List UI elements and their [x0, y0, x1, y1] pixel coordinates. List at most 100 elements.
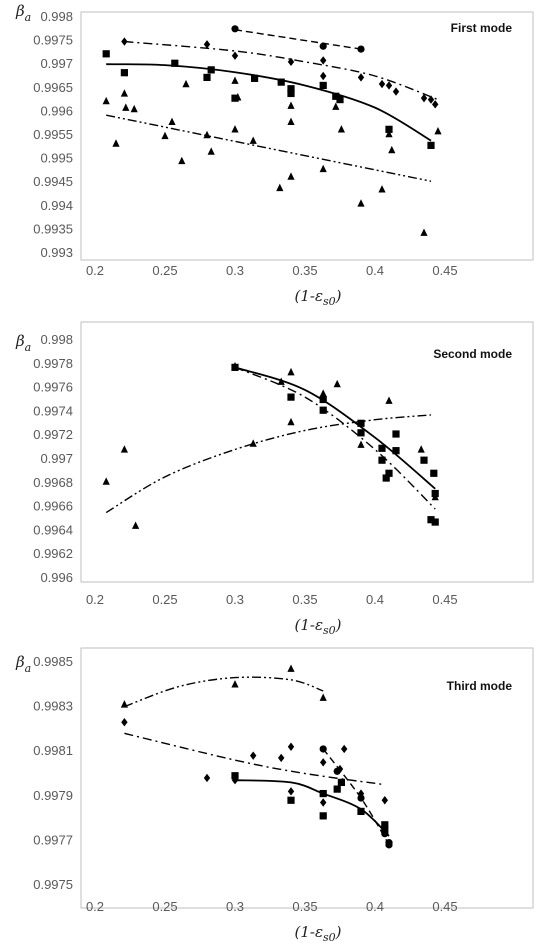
data-point-triangle	[319, 389, 327, 397]
data-point-diamond	[250, 751, 257, 760]
data-point-diamond	[121, 718, 128, 727]
x-tick-label: 0.45	[432, 263, 457, 278]
data-point-triangle	[132, 521, 140, 529]
data-point-square	[357, 419, 365, 427]
y-tick-label: 0.997	[40, 451, 73, 466]
y-tick-label: 0.9965	[33, 80, 73, 95]
data-point-diamond	[320, 56, 327, 65]
data-point-square	[378, 444, 386, 452]
y-axis-label: βa	[15, 653, 31, 675]
chart-panel-3: 0.9975 0.9977 0.9979 0.9981 0.9983 0.9985 0.2 0…	[15, 647, 534, 944]
y-tick-label: 0.9955	[33, 127, 73, 142]
data-point-triangle	[231, 76, 239, 84]
data-point-square	[251, 74, 259, 82]
y-tick-label: 0.9978	[33, 356, 73, 371]
data-point-square	[430, 469, 438, 477]
y-tick-label: 0.994	[40, 198, 73, 213]
data-point-triangle	[287, 117, 295, 125]
trendline-solid	[106, 63, 432, 142]
trendline-dash-dot-dot	[105, 414, 432, 514]
data-point-triangle	[161, 131, 169, 140]
trendline-dash-dot-dot	[124, 676, 324, 708]
data-point-triangle	[102, 96, 110, 105]
y-tick-label: 0.998	[40, 332, 73, 347]
data-point-triangle	[332, 102, 340, 110]
data-point-triangle	[168, 117, 176, 125]
data-point-square	[319, 395, 327, 404]
data-point-triangle	[203, 130, 211, 139]
data-point-circle	[333, 767, 341, 775]
x-tick-label: 0.4	[366, 592, 384, 607]
data-point-diamond	[278, 753, 285, 763]
y-tick-label: 0.9968	[33, 475, 73, 490]
chart-title: First mode	[451, 21, 513, 35]
data-point-diamond	[381, 796, 388, 805]
data-point-square	[392, 447, 400, 455]
x-tick-label: 0.2	[86, 592, 104, 607]
data-point-square	[102, 50, 110, 58]
data-point-diamond	[203, 40, 211, 49]
data-point-triangle	[385, 396, 393, 404]
y-tick-label: 0.9972	[33, 427, 73, 442]
x-tick-label: 0.2	[86, 899, 104, 914]
y-tick-label: 0.9966	[33, 499, 73, 514]
data-point-triangle	[420, 228, 428, 236]
data-point-triangle	[287, 101, 295, 109]
y-tick-label: 0.995	[40, 151, 73, 166]
x-tick-label: 0.25	[152, 263, 177, 278]
trendline-dash-dot	[234, 366, 436, 510]
data-point-diamond	[357, 73, 365, 82]
x-tick-label: 0.4	[366, 899, 384, 914]
data-point-triangle	[388, 145, 396, 154]
data-point-circle	[231, 25, 239, 33]
data-point-triangle	[120, 89, 128, 97]
data-point-square	[231, 772, 239, 780]
data-point-triangle	[231, 680, 239, 688]
data-point-diamond	[357, 789, 365, 798]
data-point-square	[319, 812, 327, 820]
data-point-diamond	[320, 71, 327, 81]
data-point-square	[287, 89, 295, 98]
data-point-square	[427, 141, 435, 149]
chart-panel-1: 0.993 0.9935 0.994 0.9945 0.995 0.9955 0.996 0.…	[15, 2, 534, 308]
data-point-square	[319, 406, 327, 414]
data-point-diamond	[203, 773, 211, 783]
data-point-square	[385, 125, 393, 133]
x-axis-label: (1-εs0)	[294, 287, 341, 308]
data-point-square	[378, 456, 386, 464]
x-axis-label: (1-εs0)	[294, 923, 341, 944]
x-tick-label: 0.25	[152, 592, 177, 607]
data-point-square	[171, 59, 179, 67]
data-point-square	[120, 69, 128, 77]
data-point-triangle	[207, 147, 215, 155]
data-point-square	[420, 456, 428, 464]
x-tick-label: 0.45	[432, 899, 457, 914]
data-point-diamond	[287, 787, 295, 796]
data-point-square	[203, 73, 211, 82]
data-point-square	[333, 785, 341, 793]
plot-frame	[80, 321, 534, 583]
data-point-triangle	[333, 379, 341, 388]
data-point-triangle	[112, 139, 120, 147]
x-tick-label: 0.35	[292, 263, 317, 278]
y-tick-label: 0.9974	[33, 403, 73, 418]
x-tick-label: 0.3	[226, 263, 244, 278]
x-tick-label: 0.3	[226, 899, 244, 914]
data-point-triangle	[357, 199, 365, 207]
data-point-circle	[381, 830, 389, 838]
data-point-square	[357, 807, 365, 816]
data-point-square	[382, 474, 390, 482]
x-tick-label: 0.25	[152, 899, 177, 914]
data-point-diamond	[385, 81, 393, 90]
data-point-triangle	[287, 417, 295, 426]
data-point-square	[277, 78, 285, 86]
chart-title: Third mode	[447, 679, 513, 693]
data-point-triangle	[276, 183, 284, 192]
chart-panel-2: 0.996 0.9962 0.9964 0.9966 0.9968 0.997 0.9972…	[15, 321, 534, 637]
data-point-square	[207, 66, 215, 74]
data-point-square	[337, 778, 345, 787]
data-point-square	[336, 96, 344, 104]
data-point-diamond	[287, 742, 295, 751]
trendline-dash-dot	[124, 732, 385, 786]
